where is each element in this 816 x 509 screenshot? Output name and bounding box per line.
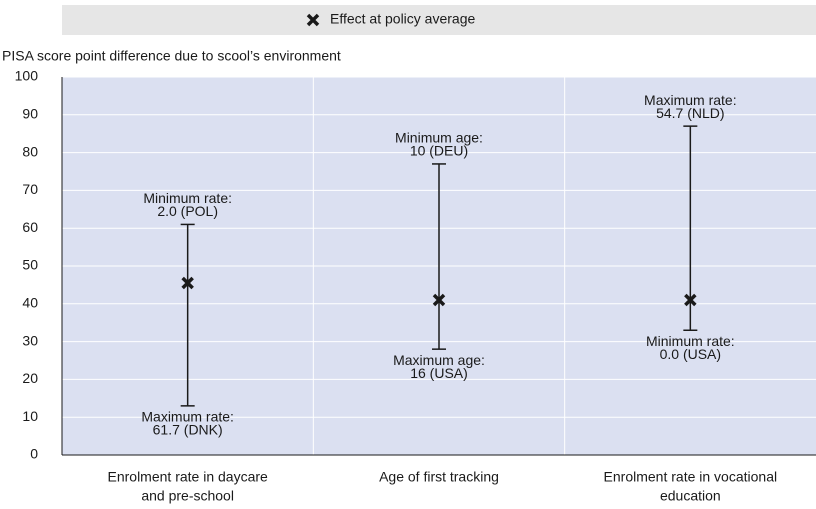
range-label: 0.0 (USA) — [660, 346, 721, 362]
range-label: Maximum rate: — [644, 92, 737, 108]
x-tick-label: Enrolment rate in daycare — [108, 469, 269, 485]
range-label: 16 (USA) — [410, 365, 468, 381]
y-tick-label: 70 — [22, 181, 38, 197]
range-label: 2.0 (POL) — [157, 203, 218, 219]
y-tick-label: 30 — [22, 332, 38, 348]
range-label: Maximum rate: — [141, 409, 234, 425]
marker — [181, 276, 194, 290]
y-tick-label: 20 — [22, 370, 38, 386]
legend-box — [62, 5, 816, 35]
range-label: Minimum rate: — [143, 190, 232, 206]
range-label: 61.7 (DNK) — [153, 422, 223, 438]
y-tick-label: 80 — [22, 143, 38, 159]
x-tick-label: and pre-school — [141, 488, 234, 504]
y-tick-label: 50 — [22, 257, 38, 273]
marker — [684, 293, 697, 307]
range-label: 10 (DEU) — [410, 143, 468, 159]
y-tick-label: 10 — [22, 408, 38, 424]
range-label: Maximum age: — [393, 352, 485, 368]
y-tick-label: 0 — [30, 446, 38, 462]
range-label: 54.7 (NLD) — [656, 105, 724, 121]
y-tick-label: 40 — [22, 295, 38, 311]
marker — [306, 13, 320, 27]
range-label: Minimum rate: — [646, 333, 735, 349]
y-tick-label: 100 — [15, 68, 39, 84]
marker — [432, 293, 446, 307]
range-label: Minimum age: — [395, 130, 483, 146]
y-tick-label: 90 — [22, 106, 38, 122]
legend-label: Effect at policy average — [330, 11, 475, 27]
x-tick-label: education — [660, 488, 721, 504]
y-tick-label: 60 — [22, 219, 38, 235]
y-axis-label: PISA score point difference due to scool… — [2, 48, 341, 64]
x-tick-label: Enrolment rate in vocational — [604, 469, 778, 485]
x-tick-label: Age of first tracking — [379, 469, 499, 485]
